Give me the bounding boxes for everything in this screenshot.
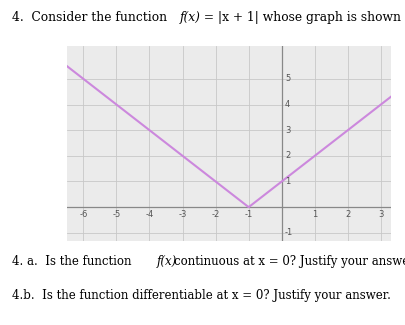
Text: -3: -3: [178, 210, 187, 219]
Text: 5: 5: [285, 74, 290, 83]
Text: -1: -1: [245, 210, 253, 219]
Text: f(x): f(x): [157, 255, 177, 268]
Text: -5: -5: [112, 210, 121, 219]
Text: continuous at x = 0? Justify your answer.: continuous at x = 0? Justify your answer…: [174, 255, 405, 268]
Text: 2: 2: [345, 210, 350, 219]
Text: 1: 1: [312, 210, 318, 219]
Text: f(x): f(x): [180, 11, 201, 24]
Text: -2: -2: [211, 210, 220, 219]
Text: -4: -4: [145, 210, 153, 219]
Text: 4.b.  Is the function differentiable at x = 0? Justify your answer.: 4.b. Is the function differentiable at x…: [12, 289, 391, 302]
Text: 4: 4: [285, 100, 290, 109]
Text: -1: -1: [285, 228, 293, 237]
Text: 2: 2: [285, 151, 290, 160]
Text: 3: 3: [285, 126, 290, 135]
Text: 4.  Consider the function: 4. Consider the function: [12, 11, 171, 24]
Text: -6: -6: [79, 210, 87, 219]
Text: 3: 3: [378, 210, 384, 219]
Text: = |x + 1| whose graph is shown below.: = |x + 1| whose graph is shown below.: [200, 11, 405, 24]
Text: 4. a.  Is the function: 4. a. Is the function: [12, 255, 135, 268]
Text: 1: 1: [285, 177, 290, 186]
